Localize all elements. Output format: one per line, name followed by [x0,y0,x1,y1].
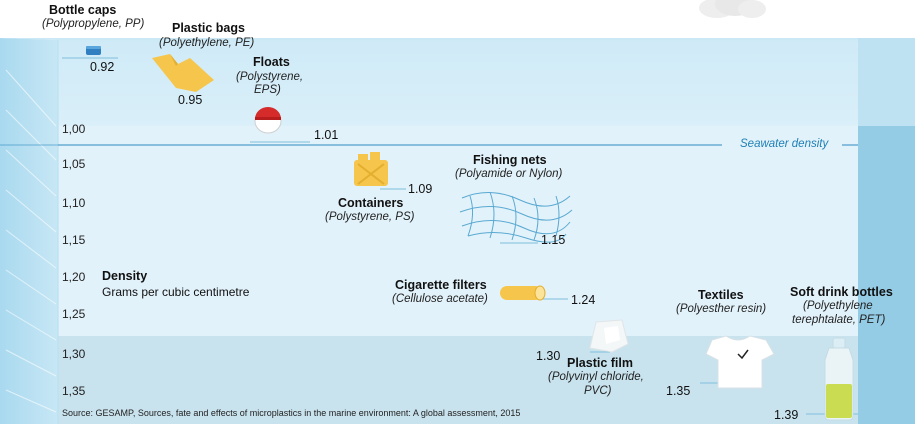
y-tick: 1,25 [62,307,86,321]
item-name-plastic-film: Plastic film [567,356,633,370]
item-name-soft-drink-bottles: Soft drink bottles [790,285,893,299]
item-material-cigarette-filters: (Cellulose acetate) [392,293,488,305]
pet-bottle-icon [824,337,854,421]
item-value-floats: 1.01 [314,128,339,142]
y-tick: 1,35 [62,384,86,398]
item-material-plastic-bags: (Polyethylene, PE) [159,37,255,49]
cigarette-filter-icon [500,285,546,301]
item-name-bottle-caps: Bottle caps [49,3,117,17]
tank-left-wall [0,38,58,424]
item-value-containers: 1.09 [408,182,433,196]
item-value-cigarette-filters: 1.24 [571,293,596,307]
y-tick: 1,30 [62,347,86,361]
item-material-fishing-nets: (Polyamide or Nylon) [455,168,563,180]
item-material-soft-drink-bottles-line2: terephtalate, PET) [792,314,886,326]
item-name-plastic-bags: Plastic bags [172,21,245,35]
y-tick: 1,00 [62,122,86,136]
axis-title: Density [102,269,148,283]
item-material-plastic-film-line1: (Polyvinyl chloride, [548,371,644,383]
y-tick: 1,05 [62,157,86,171]
plastic-film-icon [589,319,629,353]
item-material-textiles: (Polyesther resin) [676,303,767,315]
item-material-plastic-film-line2: PVC) [584,385,612,397]
y-tick: 1,15 [62,233,86,247]
item-value-textiles: 1.35 [666,384,691,398]
source-note: Source: GESAMP, Sources, fate and effect… [62,408,521,418]
item-material-floats-line1: (Polystyrene, [236,71,304,83]
item-name-fishing-nets: Fishing nets [473,153,547,167]
item-value-fishing-nets: 1.15 [541,233,566,247]
t-shirt-icon [705,335,775,389]
y-tick: 1,10 [62,196,86,210]
tank-right-wall [858,126,915,424]
item-name-containers: Containers [338,196,404,210]
item-value-plastic-film: 1.30 [536,349,561,363]
axis-subtitle: Grams per cubic centimetre [102,285,250,299]
item-value-plastic-bags: 0.95 [178,93,203,107]
cloud-icon [699,0,766,18]
jerrycan-icon [354,152,388,186]
float-icon [254,107,282,134]
item-name-textiles: Textiles [698,288,744,302]
fishing-net-icon [459,191,573,243]
item-material-floats-line2: EPS) [254,84,281,96]
item-material-soft-drink-bottles-line1: (Polyethylene [803,300,873,312]
plastic-bag-icon [152,54,214,92]
y-tick: 1,20 [62,270,86,284]
item-name-cigarette-filters: Cigarette filters [395,278,487,292]
seawater-density-label: Seawater density [740,138,829,150]
item-material-bottle-caps: (Polypropylene, PP) [42,18,145,30]
item-material-containers: (Polystyrene, PS) [325,211,415,223]
item-value-bottle-caps: 0.92 [90,60,115,74]
item-name-floats: Floats [253,55,290,69]
bottle-cap-icon [86,46,101,55]
item-value-soft-drink-bottles: 1.39 [774,408,799,422]
